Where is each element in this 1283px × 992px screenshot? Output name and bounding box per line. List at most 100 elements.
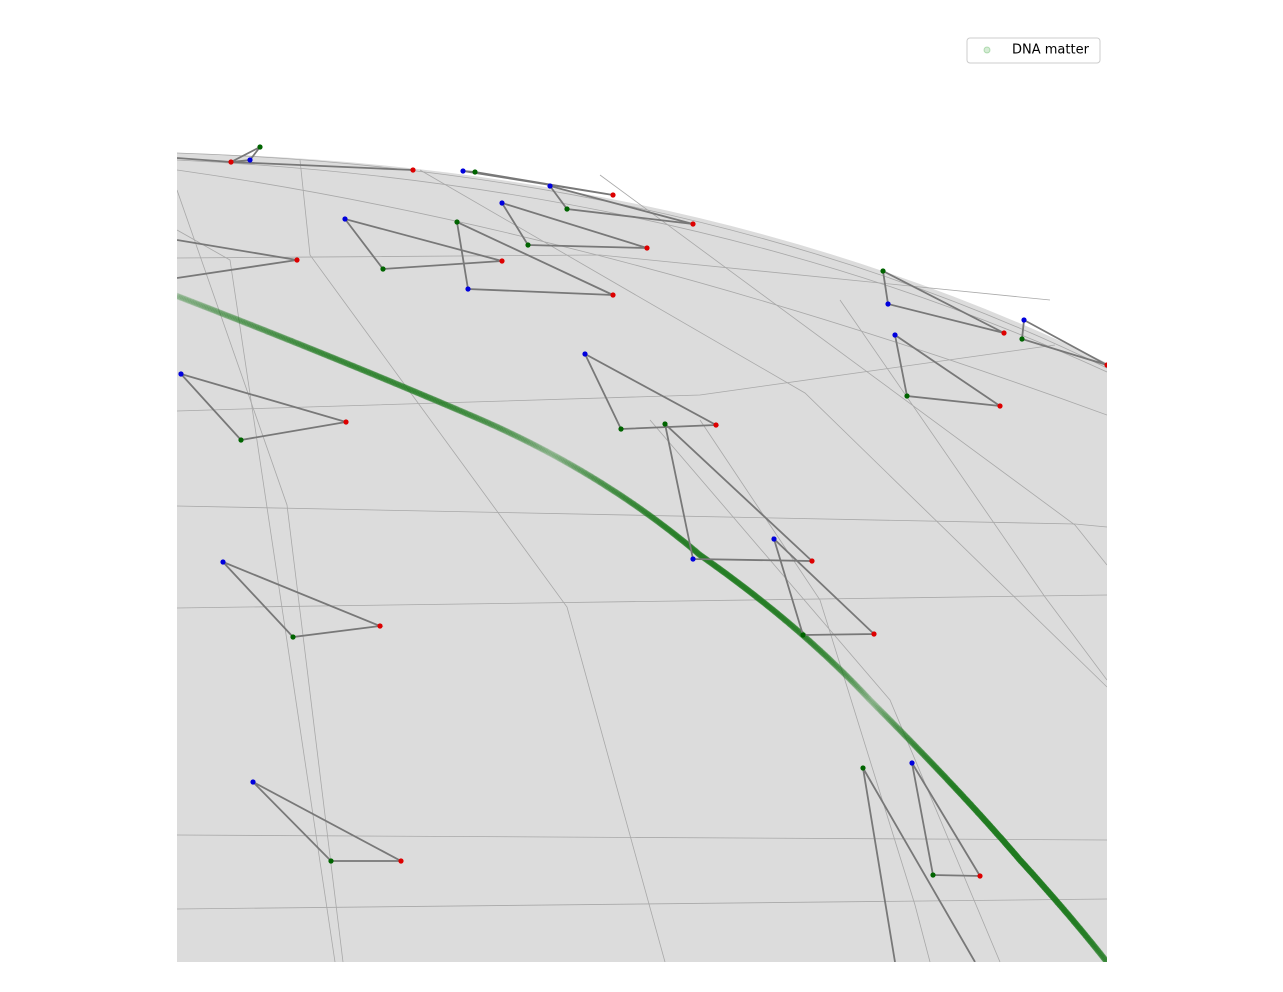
dna-point xyxy=(837,666,844,673)
dna-point xyxy=(507,430,514,437)
dna-point xyxy=(914,744,921,752)
dna-point xyxy=(597,479,605,486)
dna-point xyxy=(206,305,213,312)
dna-point xyxy=(528,440,535,447)
dna-point xyxy=(217,309,224,317)
dna-point xyxy=(628,499,635,506)
dna-point xyxy=(567,461,575,468)
dna-point xyxy=(875,705,883,713)
legend-label: DNA matter xyxy=(1012,43,1090,58)
dna-point xyxy=(271,331,278,338)
dna-point xyxy=(916,747,923,754)
dna-point xyxy=(198,302,205,309)
dna-point xyxy=(907,737,914,745)
dna-point xyxy=(517,435,525,442)
dna-point xyxy=(416,390,423,397)
dna-point xyxy=(282,335,289,342)
dna-point xyxy=(646,512,653,519)
dna-point xyxy=(490,422,498,429)
dna-point xyxy=(320,350,328,358)
dna-point xyxy=(209,306,216,313)
dna-point xyxy=(842,671,849,678)
vertex xyxy=(860,765,866,771)
dna-point xyxy=(585,471,592,479)
dna-point xyxy=(377,374,384,381)
dna-point xyxy=(303,344,311,351)
vertex xyxy=(547,183,553,189)
dna-point xyxy=(846,676,854,683)
dna-point xyxy=(520,436,528,443)
dna-point xyxy=(231,315,238,322)
dna-point xyxy=(516,434,523,441)
dna-point xyxy=(194,300,201,307)
vertex xyxy=(771,536,777,542)
dna-point xyxy=(868,698,876,706)
dna-point xyxy=(343,360,351,367)
dna-point xyxy=(356,365,363,372)
dna-point xyxy=(629,500,637,507)
dna-point xyxy=(279,334,286,341)
triangle-edge xyxy=(230,146,261,163)
dna-point xyxy=(580,469,588,476)
dna-point xyxy=(839,669,846,676)
dna-point xyxy=(510,431,517,438)
dna-point xyxy=(397,382,404,389)
dna-point xyxy=(382,376,389,383)
dna-point xyxy=(862,692,870,700)
vertex xyxy=(909,760,915,766)
dna-point xyxy=(590,475,598,482)
dna-point xyxy=(833,663,840,670)
dna-point xyxy=(886,716,893,723)
dna-point xyxy=(486,420,493,427)
triangle-edge xyxy=(222,561,384,638)
dna-point xyxy=(569,462,576,469)
dna-point xyxy=(411,388,418,395)
dna-point xyxy=(832,662,839,669)
dna-point xyxy=(269,330,277,337)
dna-point xyxy=(502,427,510,435)
dna-point xyxy=(337,357,344,365)
dna-point xyxy=(325,352,332,360)
vertex xyxy=(328,858,334,864)
dna-point xyxy=(376,373,383,380)
dna-point xyxy=(399,383,406,390)
dna-point xyxy=(913,743,920,751)
dna-point xyxy=(575,465,582,473)
dna-point xyxy=(849,678,856,685)
dna-point xyxy=(622,495,630,503)
triangles xyxy=(177,144,1107,962)
vertex xyxy=(564,206,570,212)
dna-point xyxy=(245,320,252,327)
dna-point xyxy=(323,352,331,359)
dna-point xyxy=(409,387,417,395)
dna-point xyxy=(851,680,858,688)
dna-point xyxy=(445,402,452,409)
dna-point xyxy=(471,413,478,420)
dna-point xyxy=(616,491,623,498)
dna-point xyxy=(328,354,335,361)
dna-point xyxy=(336,357,343,364)
dna-point xyxy=(918,749,926,757)
dna-point xyxy=(419,391,426,398)
dna-point xyxy=(489,421,496,429)
dna-point xyxy=(299,342,306,349)
dna-point xyxy=(218,310,226,317)
dna-point xyxy=(280,334,287,342)
vertex xyxy=(885,301,891,307)
vertex xyxy=(977,873,983,879)
dna-point xyxy=(632,502,639,509)
dna-point xyxy=(221,311,229,318)
dna-point xyxy=(181,295,188,303)
vertex xyxy=(343,419,349,425)
dna-point xyxy=(883,714,891,721)
dna-point xyxy=(831,660,838,668)
dna-point xyxy=(544,448,551,456)
dna-point xyxy=(904,735,912,742)
dna-point xyxy=(369,371,377,378)
dna-point xyxy=(437,399,444,406)
dna-point xyxy=(1102,957,1107,962)
vertex xyxy=(713,422,719,428)
dna-point xyxy=(864,693,871,701)
dna-point xyxy=(836,665,843,672)
dna-point xyxy=(596,478,603,486)
